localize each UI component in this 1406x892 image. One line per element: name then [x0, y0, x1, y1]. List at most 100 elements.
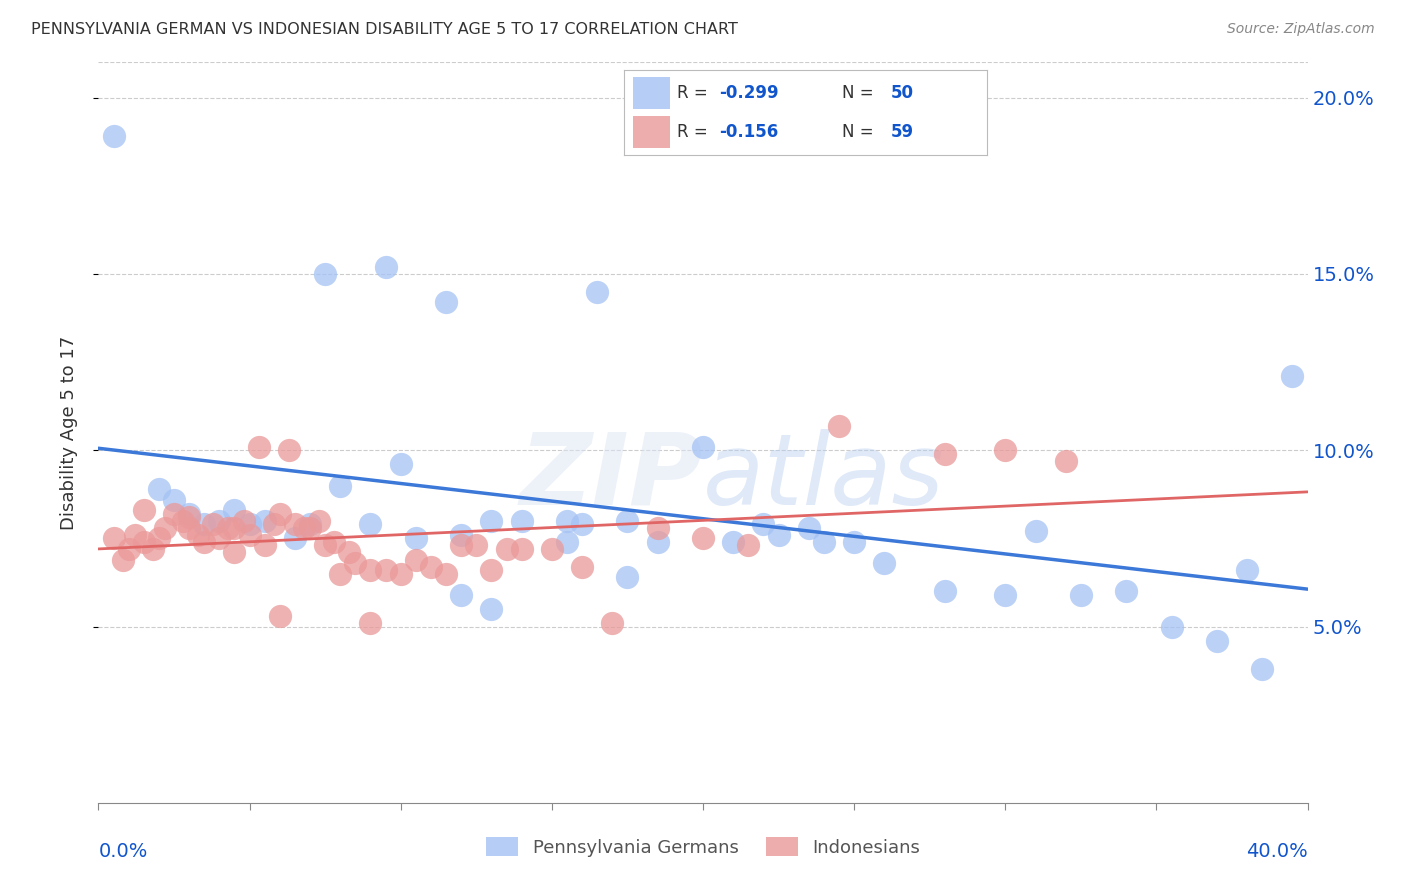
Point — [934, 447, 956, 461]
Point — [374, 563, 396, 577]
Text: 40.0%: 40.0% — [1246, 842, 1308, 861]
Point — [873, 556, 896, 570]
Point — [208, 532, 231, 546]
Point — [253, 538, 276, 552]
Point — [208, 514, 231, 528]
Point — [284, 532, 307, 546]
Point — [239, 517, 262, 532]
Point — [277, 443, 299, 458]
Point — [193, 517, 215, 532]
Point — [142, 541, 165, 556]
Point — [571, 517, 593, 532]
Point — [1281, 369, 1303, 384]
Point — [148, 482, 170, 496]
Point — [450, 588, 472, 602]
Point — [344, 556, 367, 570]
Point — [434, 295, 457, 310]
Point — [202, 517, 225, 532]
Point — [217, 521, 239, 535]
Point — [481, 602, 503, 616]
Point — [148, 532, 170, 546]
Point — [1054, 454, 1077, 468]
Point — [360, 615, 382, 630]
Point — [752, 517, 775, 532]
Point — [111, 552, 134, 566]
Point — [232, 514, 254, 528]
Point — [263, 517, 285, 532]
Point — [374, 260, 396, 274]
Point — [187, 528, 209, 542]
Point — [360, 517, 382, 532]
Point — [540, 541, 562, 556]
Point — [571, 559, 593, 574]
Point — [193, 535, 215, 549]
Point — [994, 443, 1017, 458]
Point — [510, 514, 533, 528]
Text: 0.0%: 0.0% — [98, 842, 148, 861]
Point — [405, 552, 427, 566]
Point — [179, 507, 201, 521]
Point — [510, 541, 533, 556]
Point — [1251, 662, 1274, 676]
Point — [132, 503, 155, 517]
Point — [247, 440, 270, 454]
Point — [299, 521, 322, 535]
Point — [224, 545, 246, 559]
Point — [994, 588, 1017, 602]
Point — [692, 532, 714, 546]
Point — [844, 535, 866, 549]
Point — [813, 535, 835, 549]
Point — [602, 615, 624, 630]
Point — [124, 528, 146, 542]
Point — [314, 538, 336, 552]
Point — [292, 521, 315, 535]
Point — [737, 538, 759, 552]
Text: Source: ZipAtlas.com: Source: ZipAtlas.com — [1227, 22, 1375, 37]
Point — [586, 285, 609, 299]
Point — [450, 538, 472, 552]
Point — [555, 535, 578, 549]
Point — [253, 514, 276, 528]
Point — [1070, 588, 1092, 602]
Point — [103, 532, 125, 546]
Point — [465, 538, 488, 552]
Point — [1206, 633, 1229, 648]
Point — [647, 535, 669, 549]
Point — [647, 521, 669, 535]
Point — [314, 267, 336, 281]
Point — [797, 521, 820, 535]
Point — [224, 521, 246, 535]
Point — [389, 566, 412, 581]
Point — [828, 418, 851, 433]
Point — [329, 566, 352, 581]
Point — [481, 514, 503, 528]
Point — [934, 584, 956, 599]
Point — [1160, 619, 1182, 633]
Point — [163, 507, 186, 521]
Y-axis label: Disability Age 5 to 17: Disability Age 5 to 17 — [59, 335, 77, 530]
Point — [103, 129, 125, 144]
Point — [616, 570, 638, 584]
Point — [434, 566, 457, 581]
Point — [299, 517, 322, 532]
Legend: Pennsylvania Germans, Indonesians: Pennsylvania Germans, Indonesians — [485, 838, 921, 856]
Text: PENNSYLVANIA GERMAN VS INDONESIAN DISABILITY AGE 5 TO 17 CORRELATION CHART: PENNSYLVANIA GERMAN VS INDONESIAN DISABI… — [31, 22, 738, 37]
Point — [153, 521, 176, 535]
Point — [495, 541, 517, 556]
Point — [179, 510, 201, 524]
Text: ZIP: ZIP — [520, 428, 703, 525]
Point — [360, 563, 382, 577]
Point — [337, 545, 360, 559]
Point — [692, 440, 714, 454]
Point — [405, 532, 427, 546]
Point — [1024, 524, 1046, 539]
Point — [132, 535, 155, 549]
Point — [420, 559, 443, 574]
Point — [269, 507, 291, 521]
Point — [284, 517, 307, 532]
Point — [172, 514, 194, 528]
Point — [239, 528, 262, 542]
Point — [1236, 563, 1258, 577]
Point — [768, 528, 790, 542]
Point — [329, 478, 352, 492]
